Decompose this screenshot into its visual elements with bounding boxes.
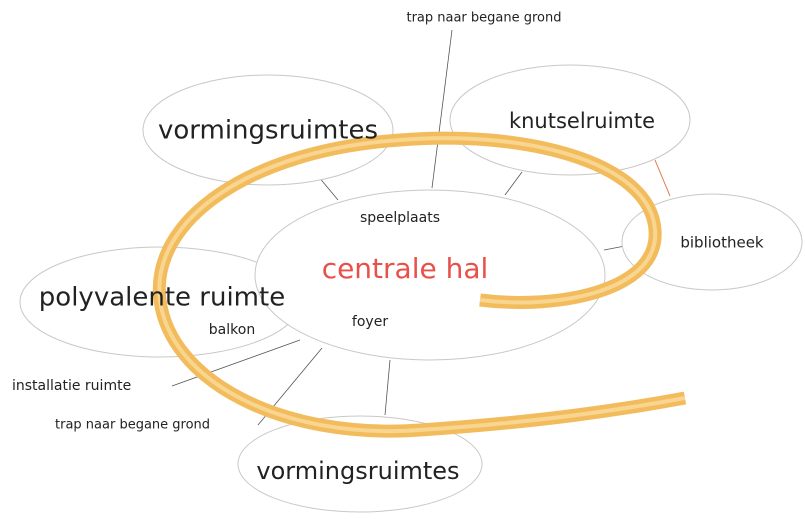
node-label: knutselruimte [509,109,655,133]
diagram: vormingsruimtes knutselruimte bibliothee… [0,0,805,519]
connector [505,172,522,195]
connector [655,160,670,196]
connector [432,30,452,188]
node-label: polyvalente ruimte [39,283,285,313]
label: trap naar begane grond [406,11,561,26]
node-label: vormingsruimtes [158,116,378,146]
node-label: bibliotheek [680,234,764,252]
label: foyer [352,314,388,330]
node-label: vormingsruimtes [256,457,459,485]
label: installatie ruimte [12,378,131,394]
label: speelplaats [360,210,440,226]
connector [604,246,625,250]
label: trap naar begane grond [55,418,210,433]
label: balkon [209,322,255,338]
node-label: centrale hal [322,252,489,285]
connector [385,360,390,415]
